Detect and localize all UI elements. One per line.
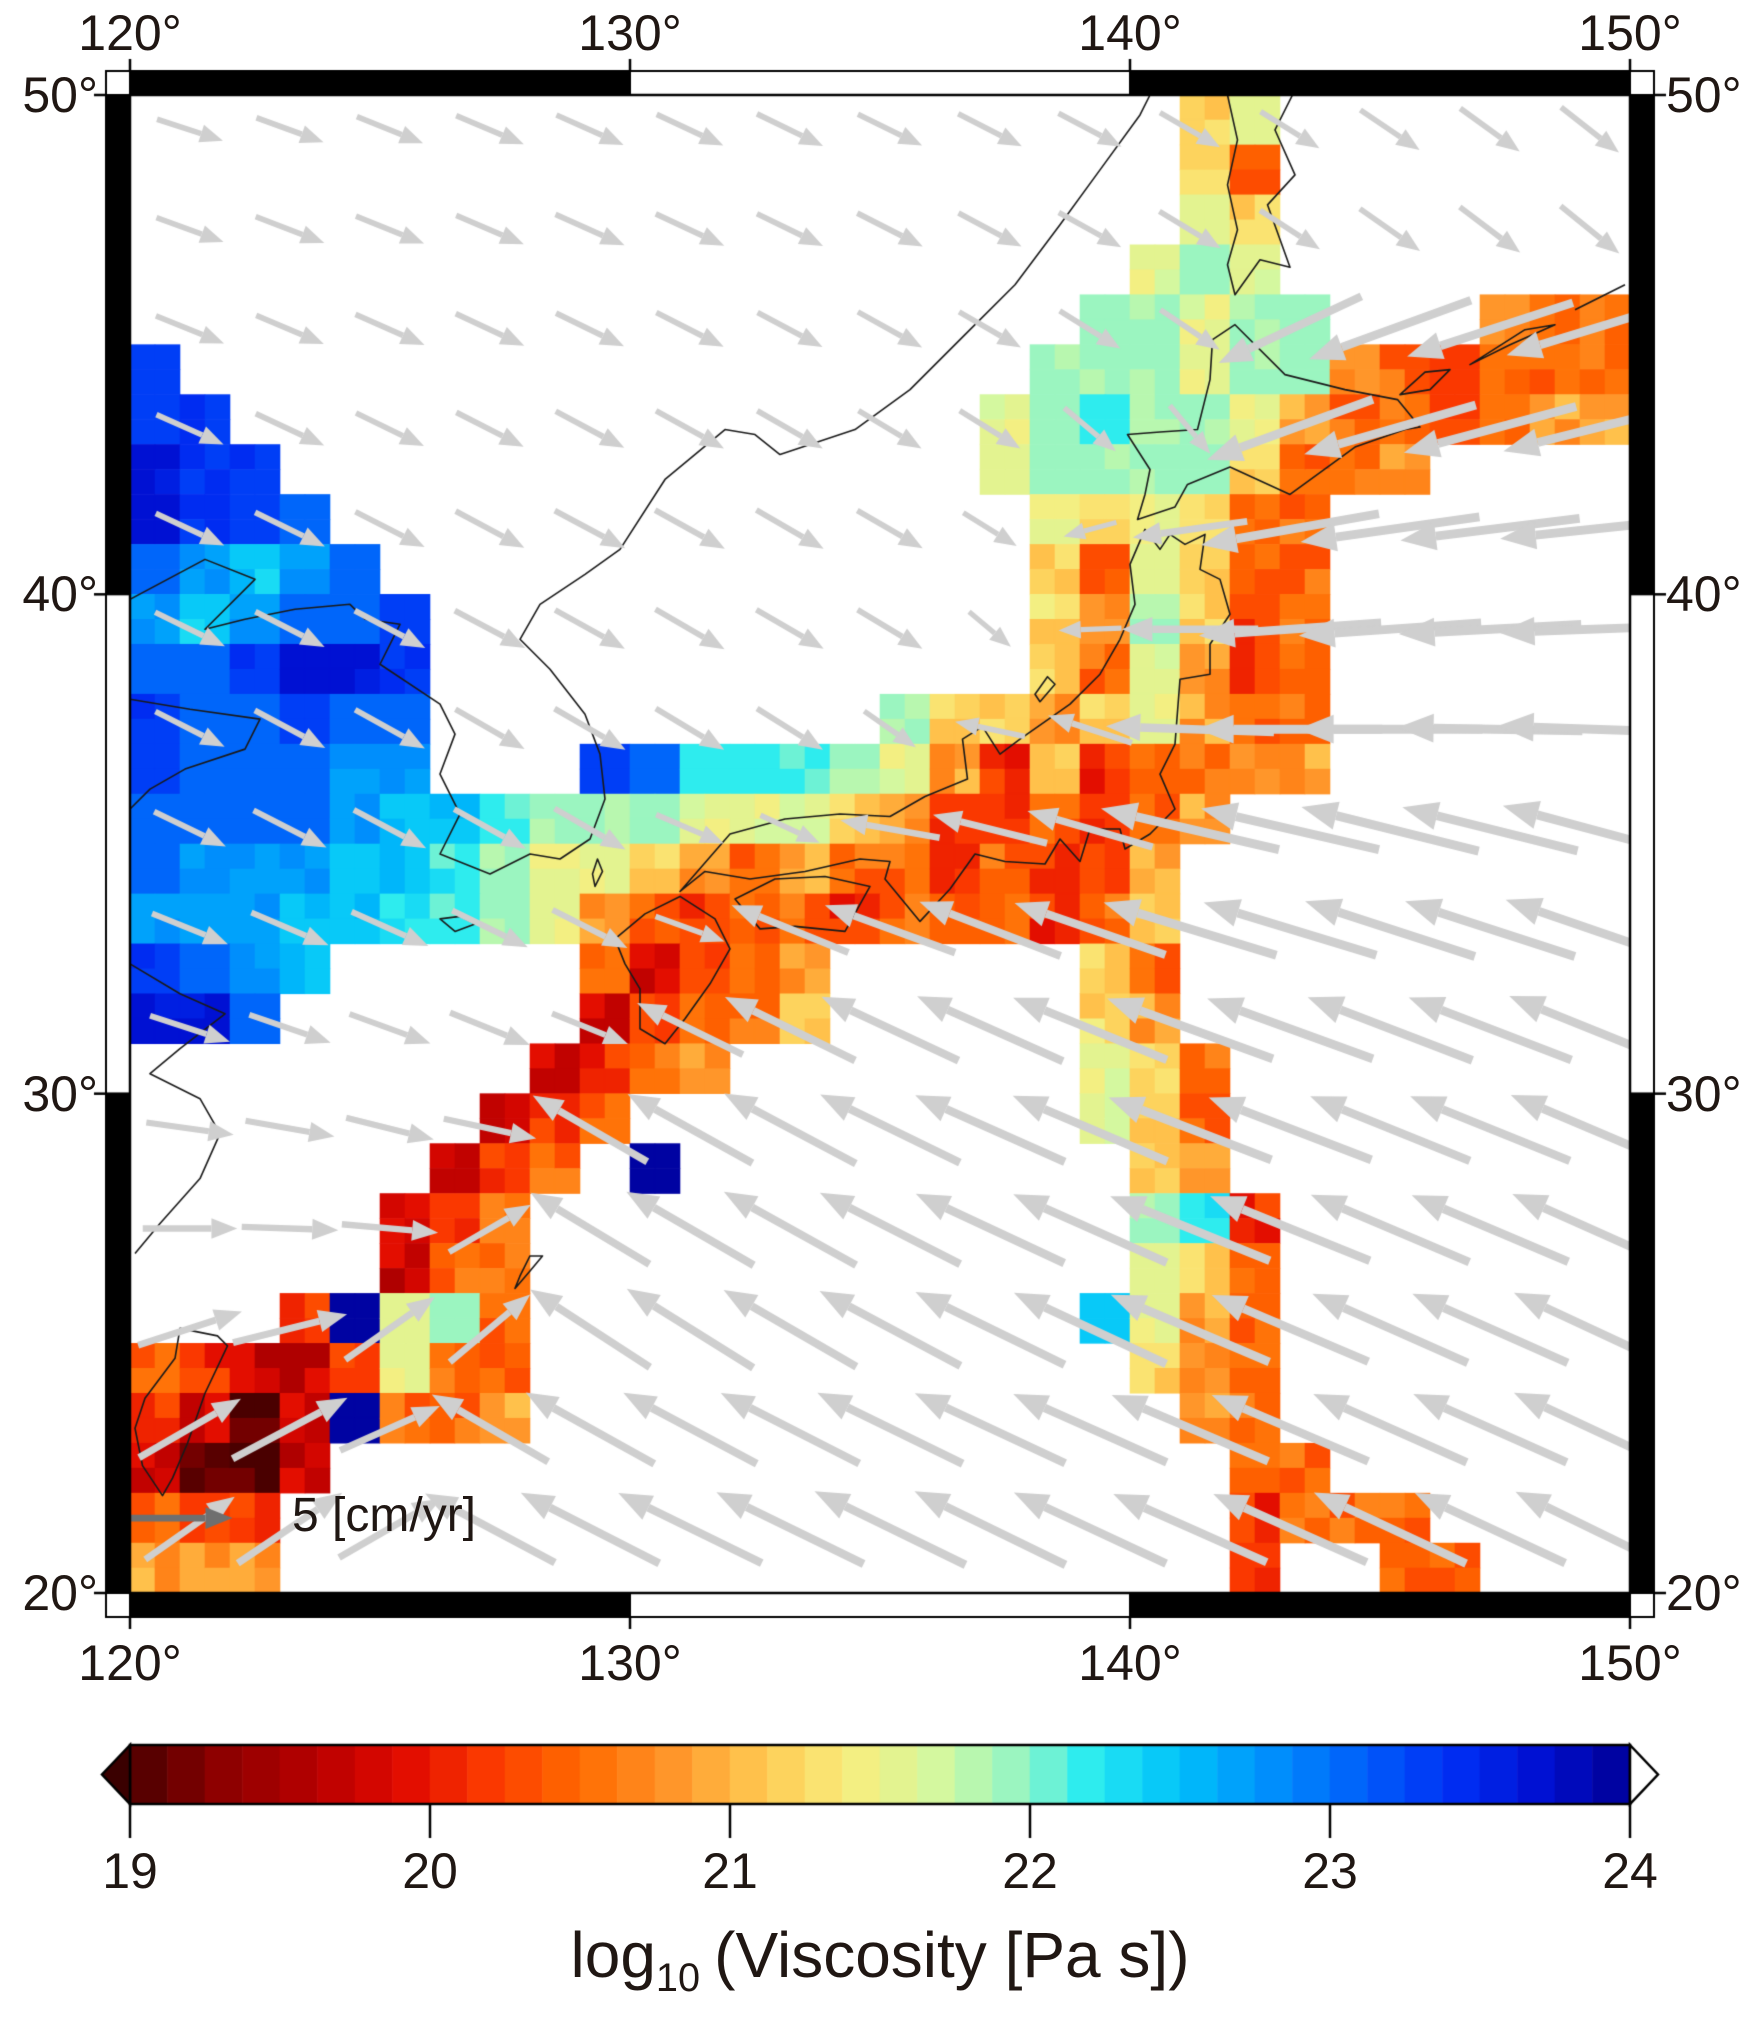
axis-label-right-30: 30° [1666, 1066, 1742, 1122]
axis-label-left-50: 50° [22, 67, 98, 123]
colorbar-tick-23: 23 [1302, 1843, 1358, 1899]
colorbar-tick-21: 21 [702, 1843, 758, 1899]
colorbar-title-sub10: 10 [655, 1955, 701, 2000]
colorbar-tick-19: 19 [102, 1843, 158, 1899]
colorbar-tick-22: 22 [1002, 1843, 1058, 1899]
axis-label-left-20: 20° [22, 1565, 98, 1621]
colorbar-tick-24: 24 [1602, 1843, 1658, 1899]
axis-label-top-130: 130° [578, 5, 682, 61]
colorbar-tick-20: 20 [402, 1843, 458, 1899]
axis-label-right-50: 50° [1666, 67, 1742, 123]
axis-label-bottom-140: 140° [1078, 1635, 1182, 1691]
axis-label-bottom-120: 120° [78, 1635, 182, 1691]
axis-label-bottom-130: 130° [578, 1635, 682, 1691]
colorbar-title: log10 (Viscosity [Pa s]) [571, 1918, 1190, 2001]
colorbar-title-units: (Viscosity [Pa s]) [714, 1919, 1190, 1991]
axis-label-top-150: 150° [1578, 5, 1682, 61]
axis-label-left-30: 30° [22, 1066, 98, 1122]
colorbar-title-log: log [570, 1919, 656, 1991]
axis-label-right-20: 20° [1666, 1565, 1742, 1621]
axis-label-right-40: 40° [1666, 566, 1742, 622]
axis-label-top-140: 140° [1078, 5, 1182, 61]
axis-label-left-40: 40° [22, 566, 98, 622]
axis-label-bottom-150: 150° [1578, 1635, 1682, 1691]
velocity-scale-label: 5 [cm/yr] [292, 1489, 477, 1542]
axis-label-top-120: 120° [78, 5, 182, 61]
